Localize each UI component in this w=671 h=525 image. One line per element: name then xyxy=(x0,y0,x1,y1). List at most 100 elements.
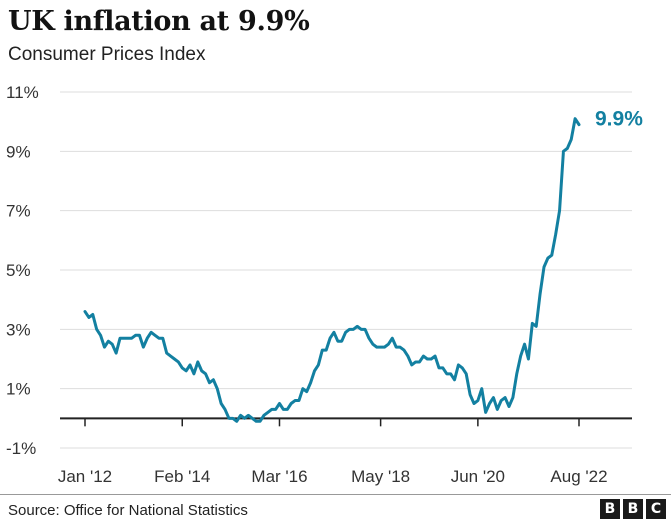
data-point xyxy=(219,402,223,406)
x-tick-label: Jan '12 xyxy=(58,467,112,486)
x-tick-label: Jun '20 xyxy=(451,467,505,486)
data-point xyxy=(188,363,192,367)
data-point xyxy=(488,402,492,406)
data-point xyxy=(262,413,266,417)
y-tick-label: 7% xyxy=(6,202,31,221)
y-tick-label: 5% xyxy=(6,261,31,280)
data-point xyxy=(348,327,352,331)
data-point xyxy=(367,336,371,340)
line-chart: -1% 1% 3% 5% 7% 9% 11% Jan '12 Feb '14 Mar '16 May… xyxy=(6,83,643,486)
data-point xyxy=(507,404,511,408)
data-point xyxy=(363,327,367,331)
data-point xyxy=(274,407,278,411)
data-point xyxy=(340,339,344,343)
data-point xyxy=(305,390,309,394)
data-point xyxy=(425,357,429,361)
data-point xyxy=(180,366,184,370)
data-point xyxy=(137,333,141,337)
data-point xyxy=(480,387,484,391)
data-point xyxy=(246,413,250,417)
data-point xyxy=(153,333,157,337)
data-point xyxy=(534,324,538,328)
data-point xyxy=(383,345,387,349)
data-point xyxy=(558,209,562,213)
data-point xyxy=(231,416,235,420)
y-tick-label: 11% xyxy=(6,83,39,102)
data-point xyxy=(554,232,558,236)
data-point xyxy=(309,381,313,385)
footer-divider xyxy=(0,494,671,495)
data-point xyxy=(355,324,359,328)
bbc-logo-letter: B xyxy=(623,499,643,519)
data-point xyxy=(270,407,274,411)
data-point xyxy=(250,416,254,420)
data-point xyxy=(316,363,320,367)
data-point xyxy=(390,336,394,340)
data-point xyxy=(394,345,398,349)
data-point xyxy=(351,327,355,331)
data-point xyxy=(293,399,297,403)
data-point xyxy=(573,117,577,121)
data-point xyxy=(281,407,285,411)
data-point xyxy=(266,410,270,414)
data-point xyxy=(227,416,231,420)
data-point xyxy=(87,315,91,319)
data-point xyxy=(239,413,243,417)
bbc-logo-letter: C xyxy=(646,499,666,519)
data-point xyxy=(313,369,317,373)
data-point xyxy=(429,357,433,361)
data-point xyxy=(110,342,114,346)
data-point xyxy=(561,149,565,153)
data-point xyxy=(242,416,246,420)
data-point xyxy=(223,407,227,411)
data-point xyxy=(324,348,328,352)
data-point xyxy=(157,336,161,340)
data-point xyxy=(134,333,138,337)
data-point xyxy=(453,378,457,382)
data-point xyxy=(211,378,215,382)
data-point xyxy=(301,387,305,391)
data-point xyxy=(91,313,95,317)
data-point xyxy=(344,330,348,334)
y-tick-label: 9% xyxy=(6,142,31,161)
data-point xyxy=(165,351,169,355)
data-point xyxy=(277,402,281,406)
data-point xyxy=(118,336,122,340)
data-point xyxy=(169,354,173,358)
data-point xyxy=(386,342,390,346)
x-tick-label: May '18 xyxy=(351,467,410,486)
data-point xyxy=(192,372,196,376)
data-point xyxy=(379,345,383,349)
data-point xyxy=(437,366,441,370)
data-point xyxy=(375,345,379,349)
data-point xyxy=(433,354,437,358)
data-point xyxy=(254,419,258,423)
bbc-logo-letter: B xyxy=(600,499,620,519)
data-point xyxy=(320,348,324,352)
data-point xyxy=(83,310,87,314)
y-tick-label: -1% xyxy=(6,439,36,458)
data-point xyxy=(122,336,126,340)
data-point xyxy=(114,351,118,355)
data-point xyxy=(464,372,468,376)
data-point xyxy=(398,345,402,349)
data-point xyxy=(418,360,422,364)
x-tick-label: Mar '16 xyxy=(251,467,307,486)
data-point xyxy=(511,396,515,400)
data-point xyxy=(519,354,523,358)
data-point xyxy=(196,360,200,364)
data-point xyxy=(328,336,332,340)
x-tick-label: Aug '22 xyxy=(550,467,607,486)
data-point xyxy=(495,407,499,411)
data-point xyxy=(285,407,289,411)
data-point xyxy=(204,372,208,376)
data-point xyxy=(172,357,176,361)
data-point xyxy=(184,369,188,373)
y-tick-label: 3% xyxy=(6,320,31,339)
data-point xyxy=(126,336,130,340)
data-point xyxy=(421,354,425,358)
data-point xyxy=(106,339,110,343)
chart-subtitle: Consumer Prices Index xyxy=(8,44,206,65)
data-point xyxy=(538,292,542,296)
data-point xyxy=(149,330,153,334)
